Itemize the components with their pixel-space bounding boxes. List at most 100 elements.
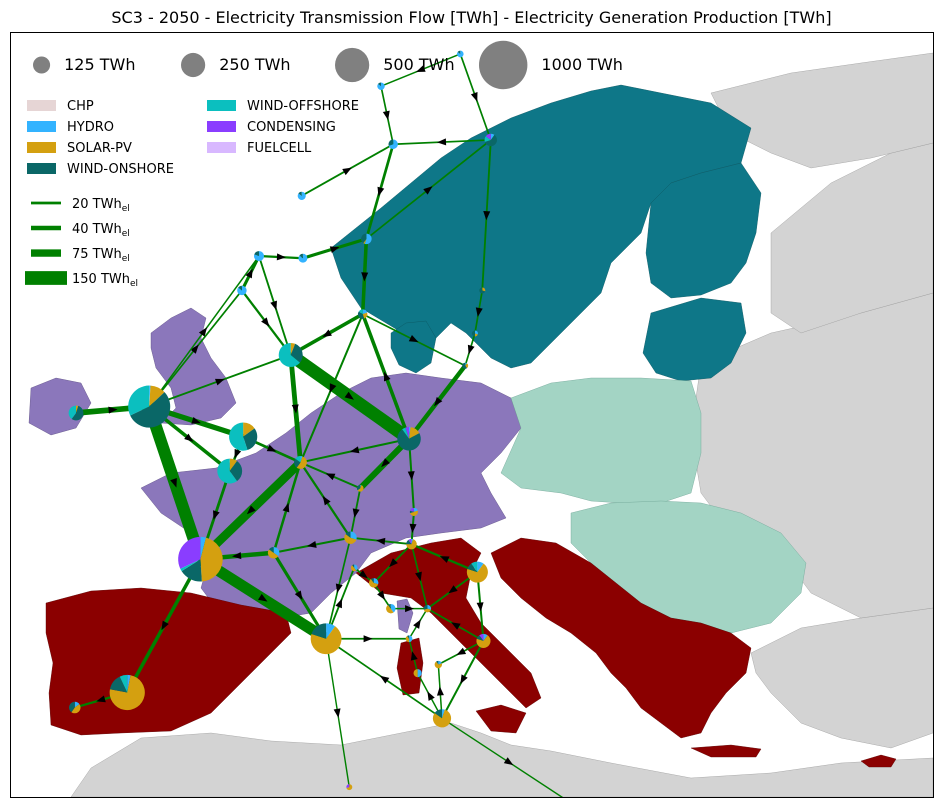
node-PL	[397, 427, 421, 451]
flow-FR-IT	[197, 554, 330, 644]
node-CH	[267, 546, 280, 559]
svg-text:WIND-ONSHORE: WIND-ONSHORE	[67, 162, 174, 177]
flow-RO-HU	[411, 543, 478, 574]
flow-LV-LT	[464, 333, 476, 366]
flow-NO2-NO3	[258, 253, 303, 261]
flow-legend-item: 40 TWhel	[31, 222, 130, 239]
flow-EE-LV	[474, 290, 484, 334]
flow-BG-GR	[441, 640, 485, 719]
node-UK	[128, 385, 171, 428]
svg-text:CONDENSING: CONDENSING	[247, 120, 336, 135]
node-BA	[386, 603, 396, 614]
flow-AT-CH	[273, 536, 351, 554]
flow-AT-IT	[325, 537, 352, 639]
node-NO6	[456, 50, 464, 58]
node-MT	[346, 784, 353, 791]
node-HU	[406, 538, 417, 550]
flow-FR-ES	[125, 558, 202, 694]
land-cyprus	[860, 754, 897, 768]
svg-text:250 TWh: 250 TWh	[219, 55, 290, 74]
flow-CZ-DE	[300, 461, 361, 490]
size-legend: 125 TWh 250 TWh 500 TWh 1000 TWh	[33, 40, 623, 90]
node-NO5	[377, 82, 385, 90]
flow-UK-DK	[148, 354, 292, 408]
land-sardinia	[396, 637, 424, 696]
flow-PL-DE	[300, 437, 410, 464]
node-BG	[476, 633, 491, 648]
flow-PL-SK	[407, 438, 415, 512]
node-EE	[479, 287, 486, 294]
legend-item-solar-pv: SOLAR-PV	[27, 141, 132, 156]
europe-map: 125 TWh 250 TWh 500 TWh 1000 TWh CHP HYDRO SO…	[11, 33, 933, 797]
flow-NO6-NO5	[380, 53, 461, 87]
svg-text:WIND-OFFSHORE: WIND-OFFSHORE	[247, 99, 359, 114]
flow-FI-SE1	[393, 138, 491, 146]
svg-text:SOLAR-PV: SOLAR-PV	[67, 141, 132, 156]
flow-BG-MK	[437, 640, 484, 666]
node-ME	[405, 635, 413, 643]
flow-legend-item: 75 TWhel	[31, 247, 130, 264]
flow-AT-DE	[299, 461, 352, 539]
legend-item-condensing: CONDENSING	[207, 120, 336, 135]
svg-text:20 TWhel: 20 TWhel	[72, 197, 130, 214]
land-poland-czech-slovakia	[500, 377, 702, 504]
land-ireland	[28, 377, 92, 436]
node-FR	[178, 536, 223, 582]
flow-NO1-NO2	[240, 255, 261, 292]
flow-CZ-AT	[349, 488, 362, 538]
node-SE2	[361, 233, 372, 245]
map-frame: 125 TWh 250 TWh 500 TWh 1000 TWh CHP HYDRO SO…	[10, 32, 934, 798]
flow-BA-RS	[390, 605, 428, 613]
svg-text:150 TWhel: 150 TWhel	[72, 272, 138, 289]
flow-NO5-SE1	[380, 86, 395, 145]
flow-HU-AT	[350, 536, 412, 546]
node-LT	[462, 362, 469, 369]
legend-item-fuelcell: FUELCELL	[207, 141, 312, 156]
flow-BG-RS	[426, 607, 484, 642]
node-DE	[294, 456, 307, 469]
svg-text:1000 TWh: 1000 TWh	[541, 55, 623, 74]
legend: 125 TWh 250 TWh 500 TWh 1000 TWh CHP HYDRO SO…	[25, 40, 623, 289]
node-SE1	[388, 139, 398, 149]
node-SI	[350, 564, 358, 572]
land-finland	[645, 162, 762, 299]
land-great-britain	[150, 307, 237, 426]
node-PT	[69, 701, 81, 714]
flow-SE3-DK	[289, 312, 364, 357]
flow-FI-EE	[481, 139, 492, 291]
svg-text:75 TWhel: 75 TWhel	[72, 247, 130, 264]
land-crete	[690, 744, 762, 758]
flow-SK-HU	[409, 511, 417, 545]
flow-SE3-LT	[362, 313, 466, 367]
flow-HR-BA	[372, 582, 392, 610]
flow-CH-DE	[272, 462, 302, 554]
map-title: SC3 - 2050 - Electricity Transmission Fl…	[111, 8, 832, 27]
flow-legend: 20 TWhel 40 TWhel 75 TWhel 150 TWhel	[25, 197, 138, 289]
flow-legend-item: 150 TWhel	[25, 271, 138, 289]
node-NO1	[237, 285, 247, 296]
node-NL	[229, 422, 258, 451]
land-russia-north	[770, 142, 933, 334]
node-NO4	[297, 191, 306, 200]
flow-IT-MT	[325, 638, 350, 788]
node-DK	[278, 342, 303, 367]
size-legend-item: 125 TWh	[33, 55, 135, 74]
flow-legend-item: 20 TWhel	[31, 197, 130, 214]
flow-DK-DE	[288, 354, 303, 463]
flow-SE2-FI	[365, 139, 492, 240]
node-AL	[413, 669, 422, 678]
flow-SE2-SE3	[360, 238, 369, 315]
flow-UK-NO1	[148, 289, 243, 408]
legend-item-hydro: HYDRO	[27, 120, 114, 135]
node-AT	[344, 531, 357, 544]
flow-NO1-DK	[241, 289, 292, 356]
node-HR	[368, 578, 379, 588]
node-LV	[471, 330, 478, 337]
land-italy	[355, 537, 542, 709]
size-legend-item: 1000 TWh	[479, 40, 623, 90]
svg-text:40 TWhel: 40 TWhel	[72, 222, 130, 239]
size-legend-item: 250 TWh	[181, 52, 291, 78]
node-MK	[434, 660, 443, 669]
node-NO2	[254, 251, 264, 262]
flow-RO-BG	[476, 572, 485, 641]
